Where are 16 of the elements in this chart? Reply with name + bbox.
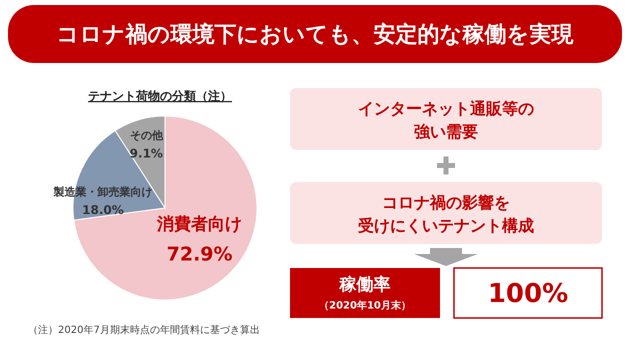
text: 稼働率 — [338, 275, 390, 295]
text: インターネット通販等の — [358, 98, 534, 118]
text: 100% — [488, 279, 568, 309]
text: 強い需要 — [414, 122, 478, 140]
slice-label: その他 — [130, 128, 164, 142]
slice-label: 製造業・卸売業向け — [52, 186, 152, 198]
data-label: 72.9% — [166, 243, 233, 266]
text: コロナ禍の影響を — [382, 192, 510, 212]
chart-subtitle: テナント荷物の分類（注） — [88, 89, 232, 103]
text: （注）2020年7月期末時点の年間賃料に基づき算出 — [28, 324, 260, 336]
text: 受けにくいテナント構成 — [357, 216, 534, 234]
text: （2020年10月末） — [319, 300, 411, 312]
slice-label: 消費者向け — [156, 214, 242, 234]
text: コロナ禍の環境下においても、安定的な稼働を実現 — [56, 22, 574, 48]
data-label: 18.0% — [82, 203, 124, 217]
data-label: 9.1% — [130, 146, 163, 160]
